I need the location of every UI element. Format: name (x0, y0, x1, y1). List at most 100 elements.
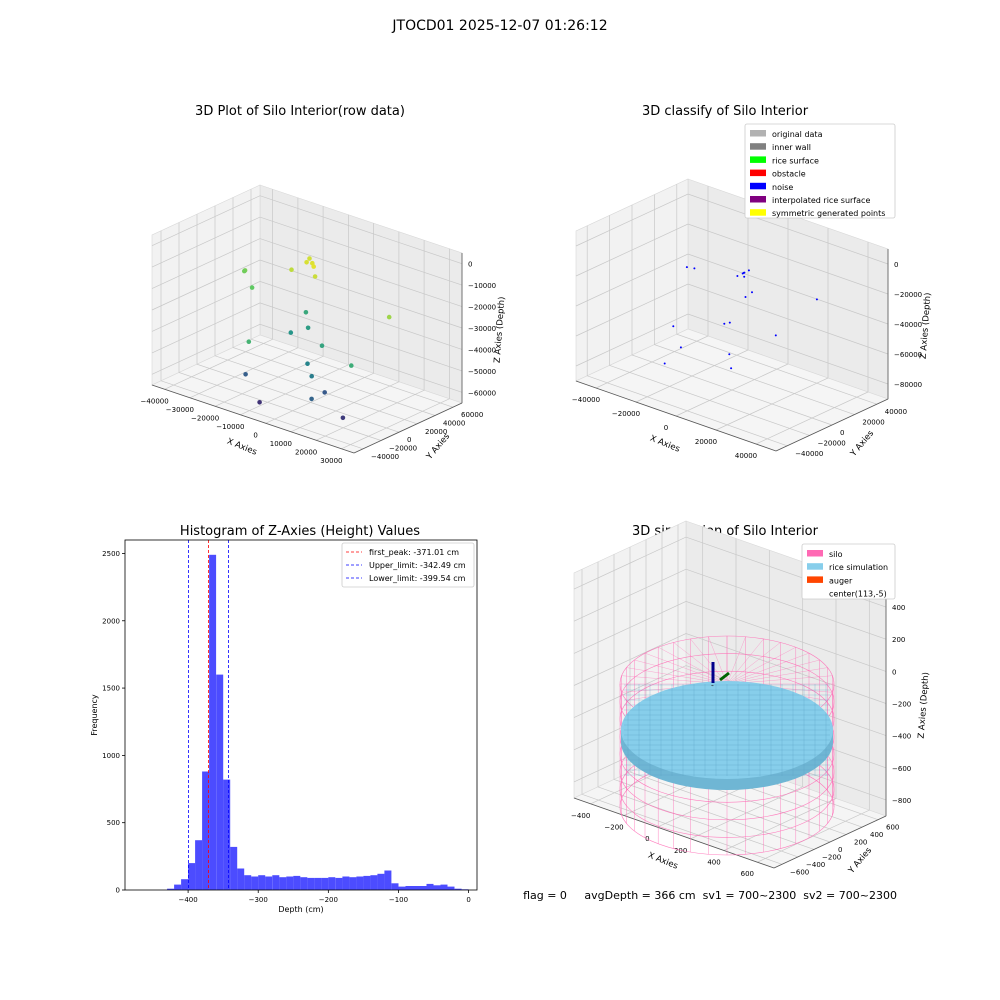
p4-legend-box (801, 543, 896, 600)
p4-xtick-label: 400 (707, 859, 720, 867)
panel1-title: 3D Plot of Silo Interior(row data) (195, 104, 405, 119)
histogram-bar (342, 876, 350, 890)
p2-legend-label: interpolated rice surface (772, 196, 870, 205)
histogram-bar (195, 840, 203, 890)
p1-ztick-label: −30000 (468, 325, 496, 333)
silo-roof-line (726, 647, 796, 685)
y-tick-label: 0 (116, 887, 120, 895)
silo-roof-line (726, 659, 820, 685)
p1-zgrid (151, 238, 463, 307)
histogram-bar (251, 876, 259, 890)
p1-data-point (289, 267, 294, 273)
histogram-bar (412, 886, 420, 890)
p2-noise-point (728, 353, 731, 356)
p1-zgrid (151, 195, 463, 265)
p1-ytick-label: 60000 (461, 411, 483, 419)
p2-ytick-label: −20000 (818, 439, 846, 447)
histogram-bar (370, 875, 378, 890)
histogram-bar (314, 877, 322, 890)
p2-legend-swatch (750, 130, 766, 137)
center-marker (719, 671, 730, 682)
p2-xgrid (755, 242, 869, 445)
status-flag: flag = 0 (523, 889, 567, 902)
status-sv2: sv2 = 700~2300 (803, 889, 897, 902)
histogram-frame (124, 539, 478, 891)
p2-noise-point (743, 275, 746, 278)
p1-xtick-label: 20000 (295, 448, 317, 456)
p2-x-axis-line (575, 380, 777, 452)
p4-ygrid (581, 569, 783, 865)
p1-ztick-label: 0 (468, 261, 472, 269)
p4-ztick-label: −200 (892, 701, 911, 709)
p4-legend-label: rice simulation (829, 563, 888, 572)
p2-noise-point (730, 367, 733, 370)
p2-zgrid (575, 283, 889, 355)
histogram-bar (279, 877, 287, 890)
silo-roof-line (726, 667, 828, 685)
p1-data-point (312, 274, 318, 279)
p4-ytick-label: 400 (870, 831, 883, 839)
p1-ygrid (214, 205, 418, 425)
p2-y-axis-line (775, 398, 889, 452)
x-tick-label: 0 (466, 896, 470, 904)
p1-data-point (319, 343, 325, 349)
p4-ytick-label: 0 (838, 846, 842, 854)
p2-zgrid (575, 253, 889, 325)
p2-ztick-label: 0 (894, 261, 898, 269)
p1-data-point (307, 256, 312, 261)
histogram-bar (384, 870, 392, 890)
silo-roof-line (726, 652, 810, 685)
p1-data-point (386, 314, 392, 320)
p2-legend-swatch (750, 156, 766, 163)
p2-xtick-label: 0 (664, 424, 668, 432)
p1-data-point (309, 396, 314, 402)
p1-ygrid (232, 197, 436, 416)
p1-z-axis-label: Z Axies (Depth) (493, 296, 508, 363)
p2-legend-label: inner wall (772, 143, 811, 152)
silo-roof-line (673, 642, 728, 685)
p2-noise-point (736, 275, 739, 277)
p2-ztick-label: −80000 (894, 381, 922, 389)
p2-ztick-label: −40000 (894, 321, 922, 329)
y-tick-label: 1000 (102, 752, 120, 760)
histogram-bar (447, 886, 455, 890)
p1-data-point (257, 400, 262, 405)
silo-roof-line (726, 638, 764, 685)
legend-label: Lower_limit: -399.54 cm (369, 574, 466, 583)
histogram-bar (377, 873, 385, 890)
p2-noise-point (728, 321, 731, 324)
p1-ygrid (178, 222, 382, 441)
histogram-bar (433, 885, 441, 890)
histogram-bar (188, 863, 196, 890)
p1-xtick-label: −40000 (141, 397, 169, 405)
p1-ztick-label: −60000 (468, 389, 496, 397)
x-tick-label: −400 (178, 896, 197, 904)
p1-xgrid (315, 240, 425, 441)
p2-legend-swatch (750, 209, 766, 216)
p2-xgrid (675, 214, 789, 417)
p1-ygrid (196, 214, 400, 433)
p1-ztick-label: −10000 (468, 282, 496, 290)
status-avg-depth: avgDepth = 366 cm (584, 889, 696, 902)
silo-roof-line (690, 638, 728, 685)
p2-zgrid (575, 223, 889, 295)
p2-ygrid (609, 215, 810, 436)
p4-xtick-label: 200 (674, 847, 687, 855)
p1-ytick-label: −20000 (389, 445, 417, 453)
p2-legend-swatch (750, 196, 766, 203)
p1-xtick-label: −30000 (166, 406, 194, 414)
p4-xgrid (723, 573, 837, 851)
histogram-bar (286, 876, 294, 890)
p1-xtick-label: 0 (253, 431, 257, 439)
p2-legend-label: rice surface (772, 156, 819, 165)
histogram-bar (202, 771, 210, 890)
p1-xgrid (290, 231, 400, 433)
y-axis-label: Frequency (90, 694, 99, 736)
figure-suptitle: JTOCD01 2025-12-07 01:26:12 (392, 18, 608, 34)
p1-ytick-label: 20000 (425, 428, 447, 436)
p2-xtick-label: 20000 (695, 438, 717, 446)
